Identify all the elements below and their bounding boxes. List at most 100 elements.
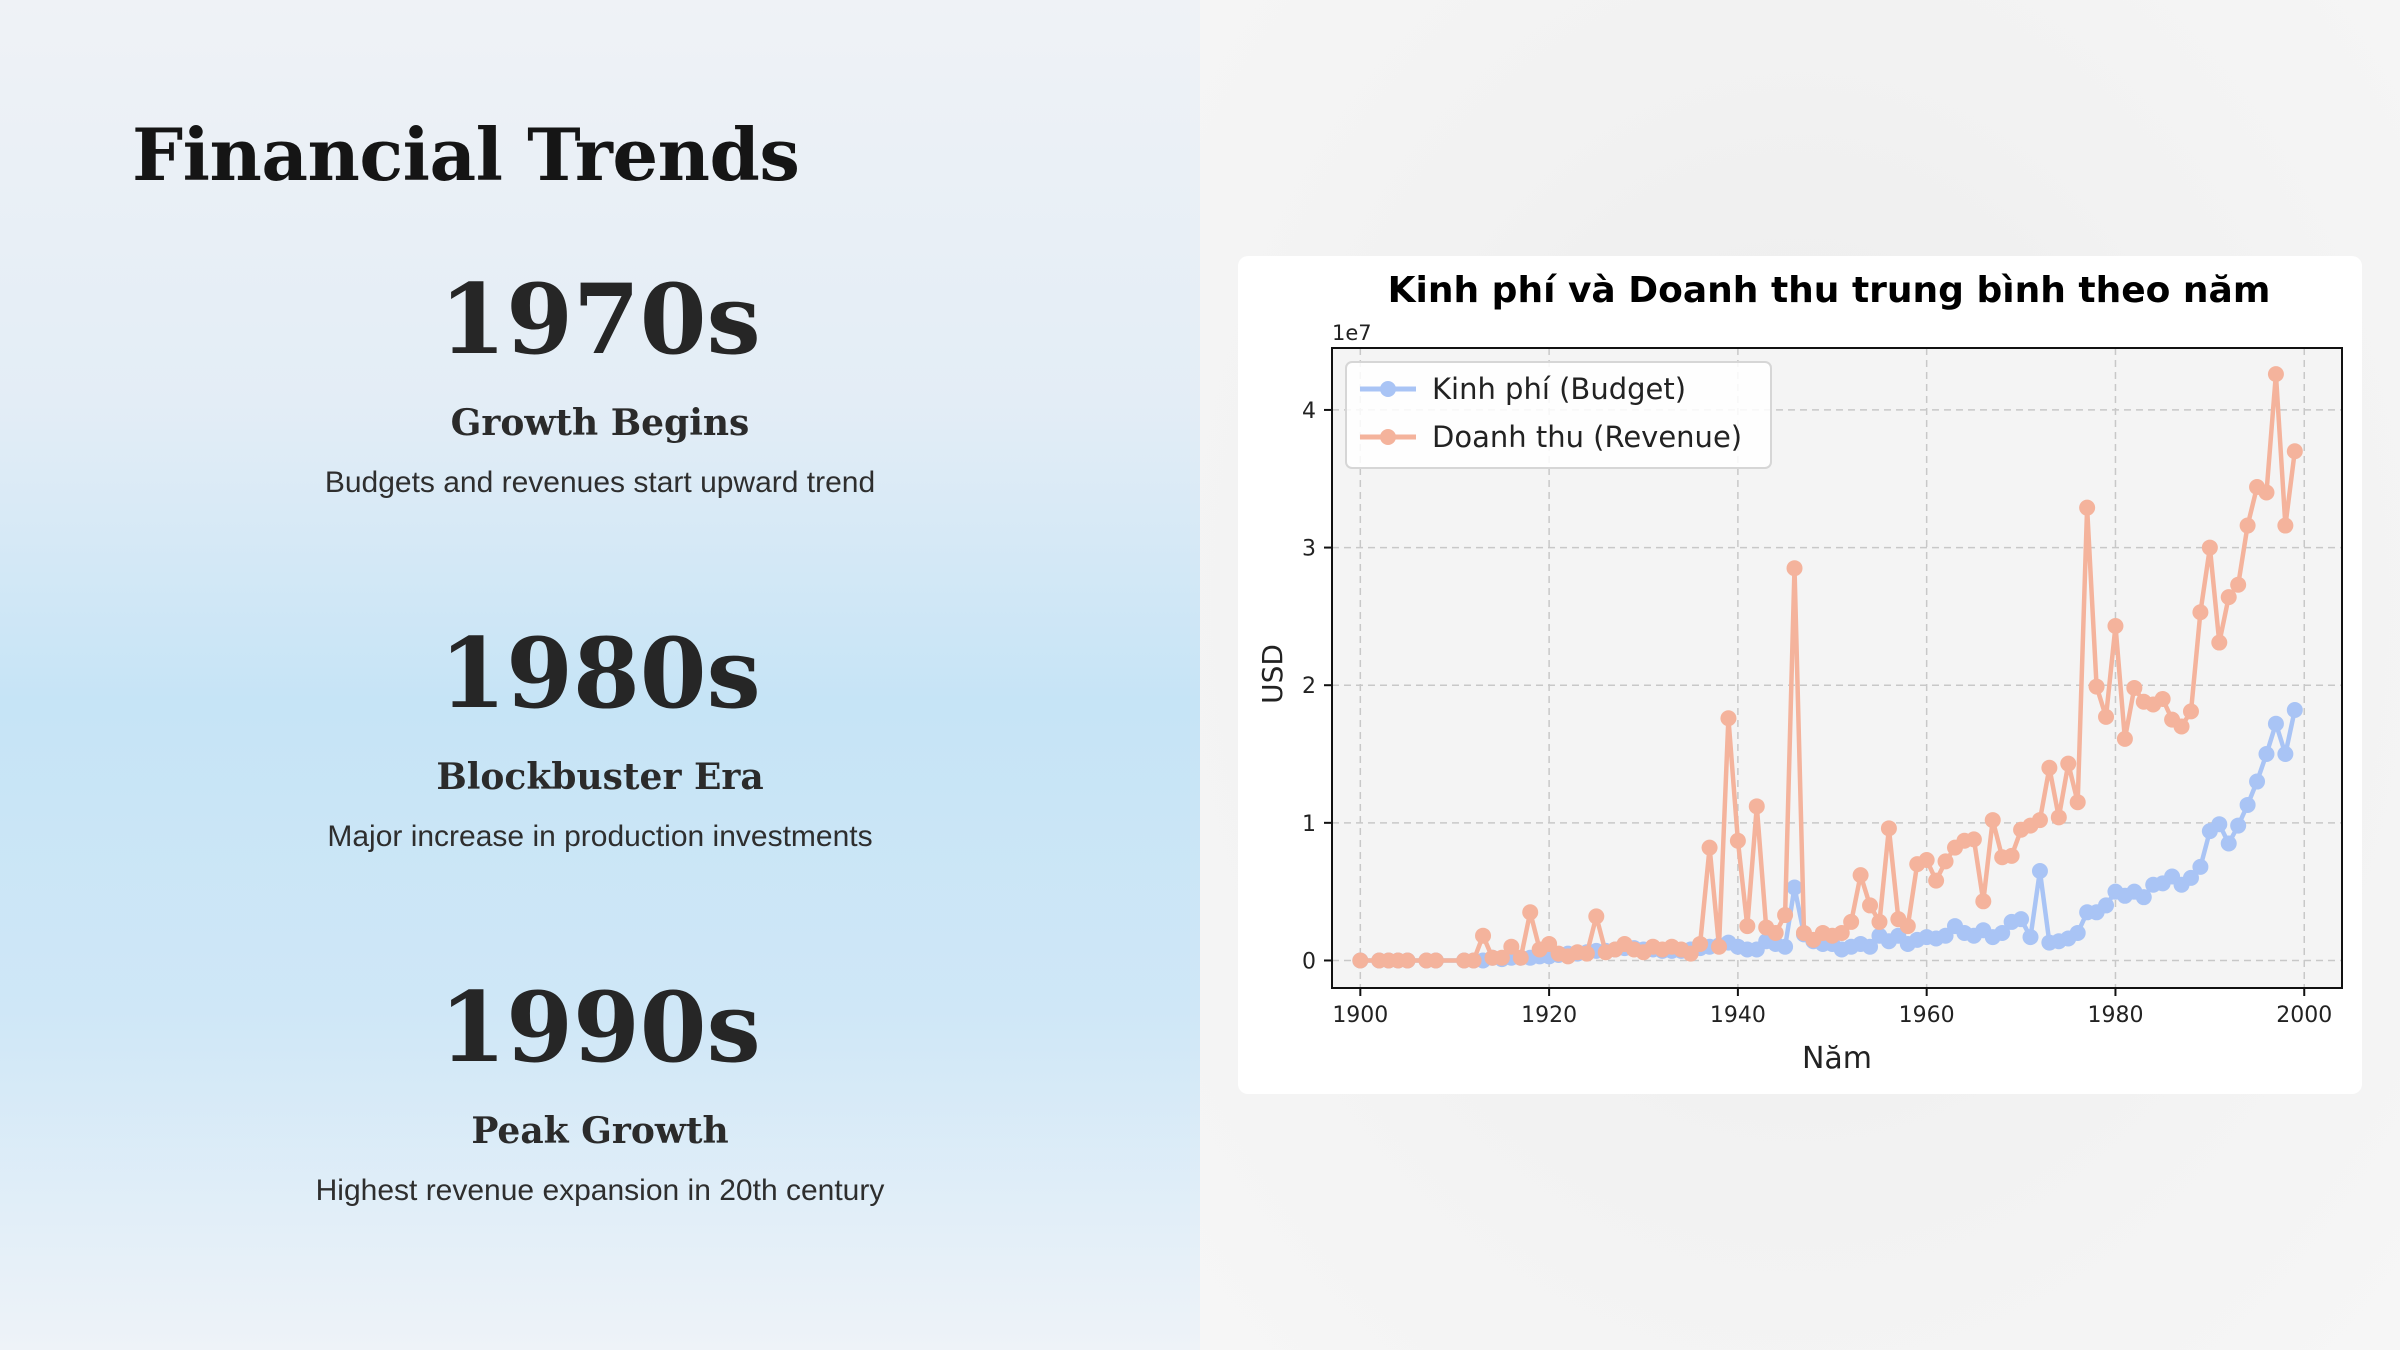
y-tick-label: 4 [1302,399,1316,424]
y-tick-label: 1 [1302,812,1316,837]
data-point [2126,679,2143,696]
data-point [2069,794,2086,811]
line-chart: 1900 1920 1940 1960 1980 2000 0 1 2 3 4 Kinh phí (B… [1256,270,2343,1076]
data-point [2050,809,2067,826]
data-point [2107,618,2124,635]
y-axis-label: USD [1256,644,1289,704]
data-point [2031,863,2048,880]
y-tick-label: 2 [1302,674,1316,699]
era-year: 1970s [439,263,761,376]
slide-title: Financial Trends [132,112,800,197]
data-point [1786,879,1803,896]
data-point [2116,730,2133,747]
y-scale-label: 1e7 [1332,321,1372,345]
legend-swatch-marker [1380,381,1396,397]
y-tick-label: 0 [1302,949,1316,974]
x-tick-label: 1940 [1710,1003,1766,1028]
data-point [1777,938,1794,955]
data-point [2220,835,2237,852]
data-point [2022,929,2039,946]
plot-area: 1900 1920 1940 1960 1980 2000 0 1 2 3 4 Kinh phí (B… [1302,347,2343,1028]
data-point [2079,499,2096,516]
data-point [2220,589,2237,606]
data-point [1739,918,1756,935]
data-point [1748,798,1765,815]
data-point [2211,816,2228,833]
data-point [1928,872,1945,889]
era-1970s: 1970s Growth Begins Budgets and revenues… [0,272,1200,500]
data-point [2098,708,2115,725]
data-point [1475,927,1492,944]
era-heading: Growth Begins [450,402,750,444]
data-point [1465,952,1482,969]
data-point [2258,746,2275,763]
data-point [1427,952,1444,969]
legend-box [1345,361,1772,469]
data-point [1692,935,1709,952]
data-point [2286,701,2303,718]
era-description: Major increase in production investments [327,820,873,853]
data-point [2173,718,2190,735]
data-point [2135,889,2152,906]
data-point [2098,897,2115,914]
era-1990s: 1990s Peak Growth Highest revenue expans… [0,980,1200,1208]
legend: Kinh phí (Budget) Doanh thu (Revenue) [1345,361,1772,469]
data-point [2003,847,2020,864]
data-point [1767,924,1784,941]
data-point [1522,904,1539,921]
data-point [2267,715,2284,732]
x-tick-label: 1980 [2087,1003,2143,1028]
plot-frame [1331,347,2343,989]
y-tick-label: 3 [1302,537,1316,562]
data-point [2201,539,2218,556]
data-point [1399,952,1416,969]
data-point [2182,869,2199,886]
data-point [2249,773,2266,790]
data-point [1352,952,1369,969]
era-heading: Peak Growth [471,1110,729,1152]
chart-title: Kinh phí và Doanh thu trung bình theo nă… [1388,270,2271,311]
data-point [1493,949,1510,966]
data-point [2192,604,2209,621]
data-point [1843,913,1860,930]
data-point [2192,858,2209,875]
data-point [2154,690,2171,707]
data-point [1880,820,1897,837]
data-point [1862,897,1879,914]
data-point [1720,710,1737,727]
data-point [1975,893,1992,910]
series-group [1352,366,2303,969]
data-point [2088,678,2105,695]
data-point [2239,796,2256,813]
data-point [1777,907,1794,924]
data-point [2277,746,2294,763]
data-point [2286,443,2303,460]
data-point [1994,924,2011,941]
data-point [1965,831,1982,848]
data-point [1578,945,1595,962]
legend-swatch-marker [1380,429,1396,445]
left-panel: Financial Trends 1970s Growth Begins Bud… [0,0,1200,1350]
legend-label: Kinh phí (Budget) [1432,372,1686,406]
era-heading: Blockbuster Era [436,756,764,798]
data-point [2211,634,2228,651]
data-point [2277,517,2294,534]
data-point [1786,560,1803,577]
legend-label: Doanh thu (Revenue) [1432,420,1742,454]
data-point [2230,817,2247,834]
data-point [1512,949,1529,966]
data-point [1937,853,1954,870]
data-point [2182,703,2199,720]
data-point [1871,913,1888,930]
data-point [1503,938,1520,955]
x-tick-label: 1900 [1332,1003,1388,1028]
data-point [1862,938,1879,955]
data-point [1701,839,1718,856]
era-1980s: 1980s Blockbuster Era Major increase in … [0,626,1200,854]
data-point [2267,366,2284,383]
x-tick-label: 1920 [1521,1003,1577,1028]
data-point [2069,924,2086,941]
data-point [1918,852,1935,868]
data-point [1833,924,1850,941]
data-point [1899,918,1916,935]
